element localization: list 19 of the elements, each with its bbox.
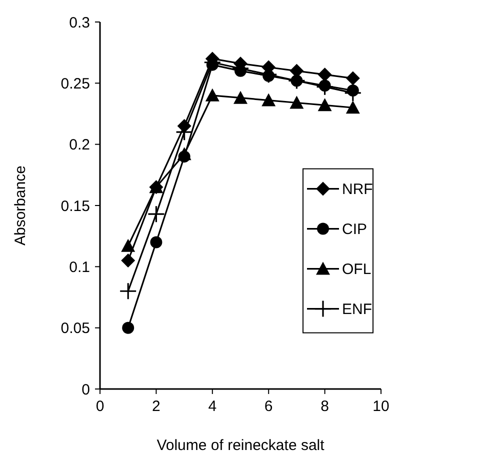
legend-label: OFL [342,261,372,278]
legend-label: ENF [342,301,372,318]
legend-label: CIP [342,221,368,238]
x-tick-label: 2 [152,398,160,415]
x-axis-title: Volume of reineckate salt [156,437,326,454]
x-tick-label: 6 [264,398,273,415]
y-tick-label: 0.05 [60,320,90,338]
x-tick-label: 0 [96,398,104,415]
x-tick-label: 4 [208,398,217,415]
y-tick-label: 0.1 [69,258,90,276]
y-axis-title: Absorbance [12,165,29,246]
y-tick-label: 0.3 [69,14,90,32]
x-tick-label: 8 [320,398,329,415]
y-tick-label: 0.2 [69,136,90,154]
y-tick-label: 0 [82,381,90,398]
y-tick-label: 0.25 [60,75,90,92]
y-tick-label: 0.15 [60,198,90,215]
x-tick-label: 10 [372,398,390,415]
legend-label: NRF [342,181,373,198]
